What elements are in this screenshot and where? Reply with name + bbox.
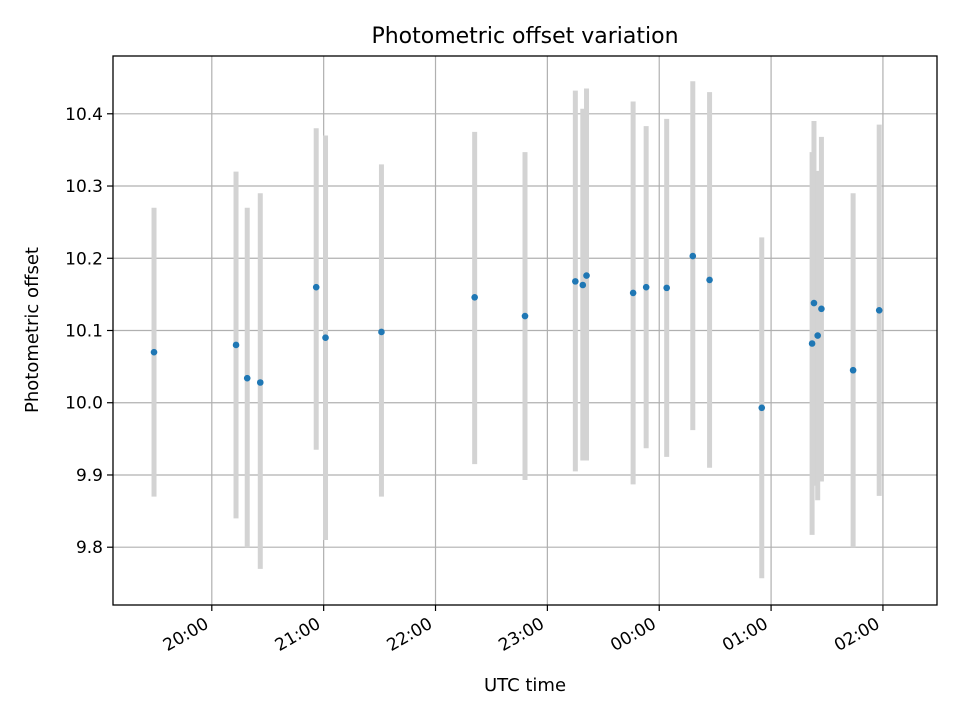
- x-axis-ticks: 20:00 21:00 22:00 23:00 00:00 01:00 02:00: [160, 605, 884, 656]
- data-point: [814, 332, 821, 339]
- y-tick-label: 10.1: [65, 322, 103, 342]
- data-point: [875, 306, 883, 314]
- data-point: [758, 404, 766, 412]
- data-point: [150, 348, 158, 356]
- y-tick-label: 10.0: [65, 394, 103, 414]
- y-tick-label: 9.8: [76, 538, 103, 558]
- x-tick-label: 21:00: [272, 614, 324, 656]
- data-point: [810, 299, 818, 307]
- data-point: [849, 366, 857, 374]
- data-point: [471, 293, 478, 301]
- chart-title: Photometric offset variation: [371, 24, 678, 49]
- y-axis-label: Photometric offset: [22, 247, 43, 413]
- y-tick-label: 10.2: [65, 249, 103, 269]
- data-point: [243, 374, 251, 382]
- data-point: [572, 278, 579, 285]
- data-point: [689, 252, 697, 260]
- x-tick-label: 22:00: [384, 614, 436, 656]
- data-point: [663, 284, 670, 292]
- y-tick-label: 9.9: [76, 466, 103, 486]
- x-tick-label: 02:00: [831, 614, 883, 656]
- data-point: [256, 379, 264, 386]
- data-point: [706, 276, 713, 284]
- data-point: [322, 334, 329, 342]
- data-point: [629, 289, 637, 297]
- x-tick-label: 00:00: [607, 614, 659, 656]
- x-tick-label: 23:00: [495, 614, 547, 656]
- y-tick-label: 10.4: [65, 105, 103, 125]
- data-point: [378, 328, 385, 336]
- data-point: [642, 283, 650, 291]
- x-tick-label: 01:00: [719, 614, 771, 656]
- data-point: [808, 340, 816, 347]
- y-axis-ticks: 9.8 9.9 10.0 10.1 10.2 10.3 10.4: [65, 105, 113, 558]
- data-points: [150, 252, 883, 412]
- y-tick-label: 10.3: [65, 177, 103, 197]
- x-axis-label: UTC time: [484, 675, 566, 696]
- data-point: [583, 272, 590, 279]
- data-point: [521, 312, 529, 320]
- data-point: [232, 341, 240, 349]
- error-bars: [151, 81, 882, 579]
- data-point: [312, 283, 320, 291]
- x-tick-label: 20:00: [160, 614, 212, 656]
- data-point: [579, 281, 587, 289]
- data-point: [818, 305, 825, 313]
